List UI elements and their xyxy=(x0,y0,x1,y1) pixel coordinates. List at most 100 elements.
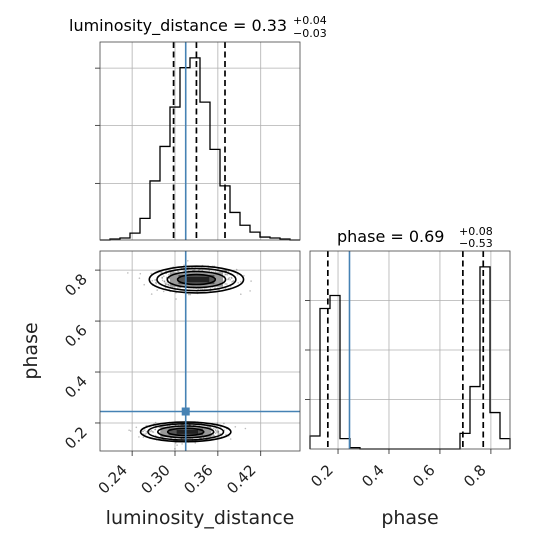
sample-point xyxy=(240,293,242,296)
sample-point xyxy=(142,430,145,433)
sample-point xyxy=(232,280,234,283)
hist-luminosity-distance-panel: luminosity_distance = 0.33 +0.04 −0.03 xyxy=(69,14,327,241)
y-tick-label: 0.6 xyxy=(61,321,91,351)
x-tick-label: 0.8 xyxy=(460,461,490,491)
sample-point xyxy=(154,421,157,424)
sample-point xyxy=(175,442,177,444)
sample-point xyxy=(229,279,231,281)
density-bin xyxy=(187,276,210,283)
sample-point xyxy=(215,429,217,432)
sample-point xyxy=(217,429,219,432)
y-tick-label: 0.4 xyxy=(61,372,91,402)
sample-point xyxy=(217,431,219,433)
title-phase: phase = 0.69 xyxy=(337,227,444,246)
joint-panel: 0.24 0.30 0.36 0.42 0.2 0.4 0.6 0.8 luminosity… xyxy=(20,250,301,529)
sample-point xyxy=(183,270,185,272)
sample-point xyxy=(165,283,168,285)
sample-point xyxy=(217,431,220,433)
density-contours xyxy=(139,265,245,443)
quantile-lines-phase xyxy=(326,251,485,449)
sample-point xyxy=(227,270,230,273)
sample-point xyxy=(163,280,166,282)
hist-phase-yticks xyxy=(305,300,310,400)
sample-point xyxy=(154,279,156,281)
contour-level xyxy=(148,265,245,294)
hist-phase-xticks: 0.2 0.4 0.6 0.8 xyxy=(307,449,492,491)
sample-point xyxy=(161,279,164,282)
joint-yticks: 0.2 0.4 0.6 0.8 xyxy=(61,269,100,453)
sample-point xyxy=(217,431,220,433)
ylabel-phase: phase xyxy=(20,322,42,379)
sample-point xyxy=(127,272,129,274)
sample-point xyxy=(214,429,217,431)
sample-point xyxy=(226,274,229,276)
sample-point xyxy=(193,269,195,272)
sample-point xyxy=(227,277,230,280)
sample-point xyxy=(177,270,180,273)
sample-point xyxy=(215,431,218,433)
sample-point xyxy=(151,430,154,433)
x-tick-label: 0.30 xyxy=(137,461,173,497)
sample-point xyxy=(231,281,233,283)
sample-point xyxy=(181,443,183,445)
sample-point xyxy=(189,293,192,296)
sample-point xyxy=(142,436,145,439)
density-bins xyxy=(160,272,223,438)
sample-point xyxy=(244,427,247,430)
sample-point xyxy=(175,298,177,300)
sample-point xyxy=(212,434,215,436)
sample-point xyxy=(197,288,199,291)
sample-point xyxy=(201,269,203,272)
sample-point xyxy=(194,269,196,271)
sample-point xyxy=(164,283,167,285)
sample-point xyxy=(177,287,179,289)
sample-point xyxy=(176,270,179,272)
sample-point xyxy=(183,264,185,267)
sample-point xyxy=(155,282,158,285)
sample-point xyxy=(208,269,211,272)
sample-point xyxy=(200,288,202,290)
sample-point xyxy=(151,279,154,282)
sample-point xyxy=(154,428,157,431)
xlabel-phase: phase xyxy=(381,507,438,529)
sample-point xyxy=(203,436,205,439)
sample-point xyxy=(230,276,233,279)
sample-point xyxy=(167,283,170,286)
hist-luminosity-distance-frame xyxy=(99,41,301,241)
sample-point xyxy=(135,426,138,429)
sample-point xyxy=(232,280,235,282)
title-luminosity-distance-minus: −0.03 xyxy=(293,27,327,40)
sample-point xyxy=(144,433,146,436)
hist-luminosity-distance xyxy=(100,57,300,241)
sample-point xyxy=(139,272,142,275)
x-tick-label: 0.2 xyxy=(307,461,337,491)
hist-phase xyxy=(309,266,511,450)
sample-point xyxy=(161,276,163,279)
sample-point xyxy=(162,290,165,293)
sample-point xyxy=(194,442,197,444)
title-phase-minus: −0.53 xyxy=(459,237,493,250)
sample-point xyxy=(163,280,166,283)
truth-marker xyxy=(181,407,190,416)
sample-point xyxy=(149,430,151,433)
sample-point xyxy=(161,277,163,279)
sample-point xyxy=(226,283,228,285)
sample-point xyxy=(143,429,146,431)
contour-level xyxy=(156,267,237,292)
x-tick-label: 0.6 xyxy=(409,461,439,491)
x-tick-label: 0.4 xyxy=(358,461,388,491)
sample-point xyxy=(239,281,242,283)
sample-point xyxy=(217,432,220,435)
sample-point xyxy=(231,277,233,279)
density-bin xyxy=(176,429,199,434)
sample-point xyxy=(237,282,239,284)
contour-level xyxy=(176,273,217,286)
sample-point xyxy=(187,260,189,262)
y-tick-label: 0.2 xyxy=(61,423,91,453)
sample-point xyxy=(168,284,170,287)
sample-point xyxy=(227,278,229,281)
sample-point xyxy=(160,272,162,274)
sample-point xyxy=(138,436,140,438)
sample-point xyxy=(243,274,245,277)
sample-point xyxy=(188,293,190,296)
